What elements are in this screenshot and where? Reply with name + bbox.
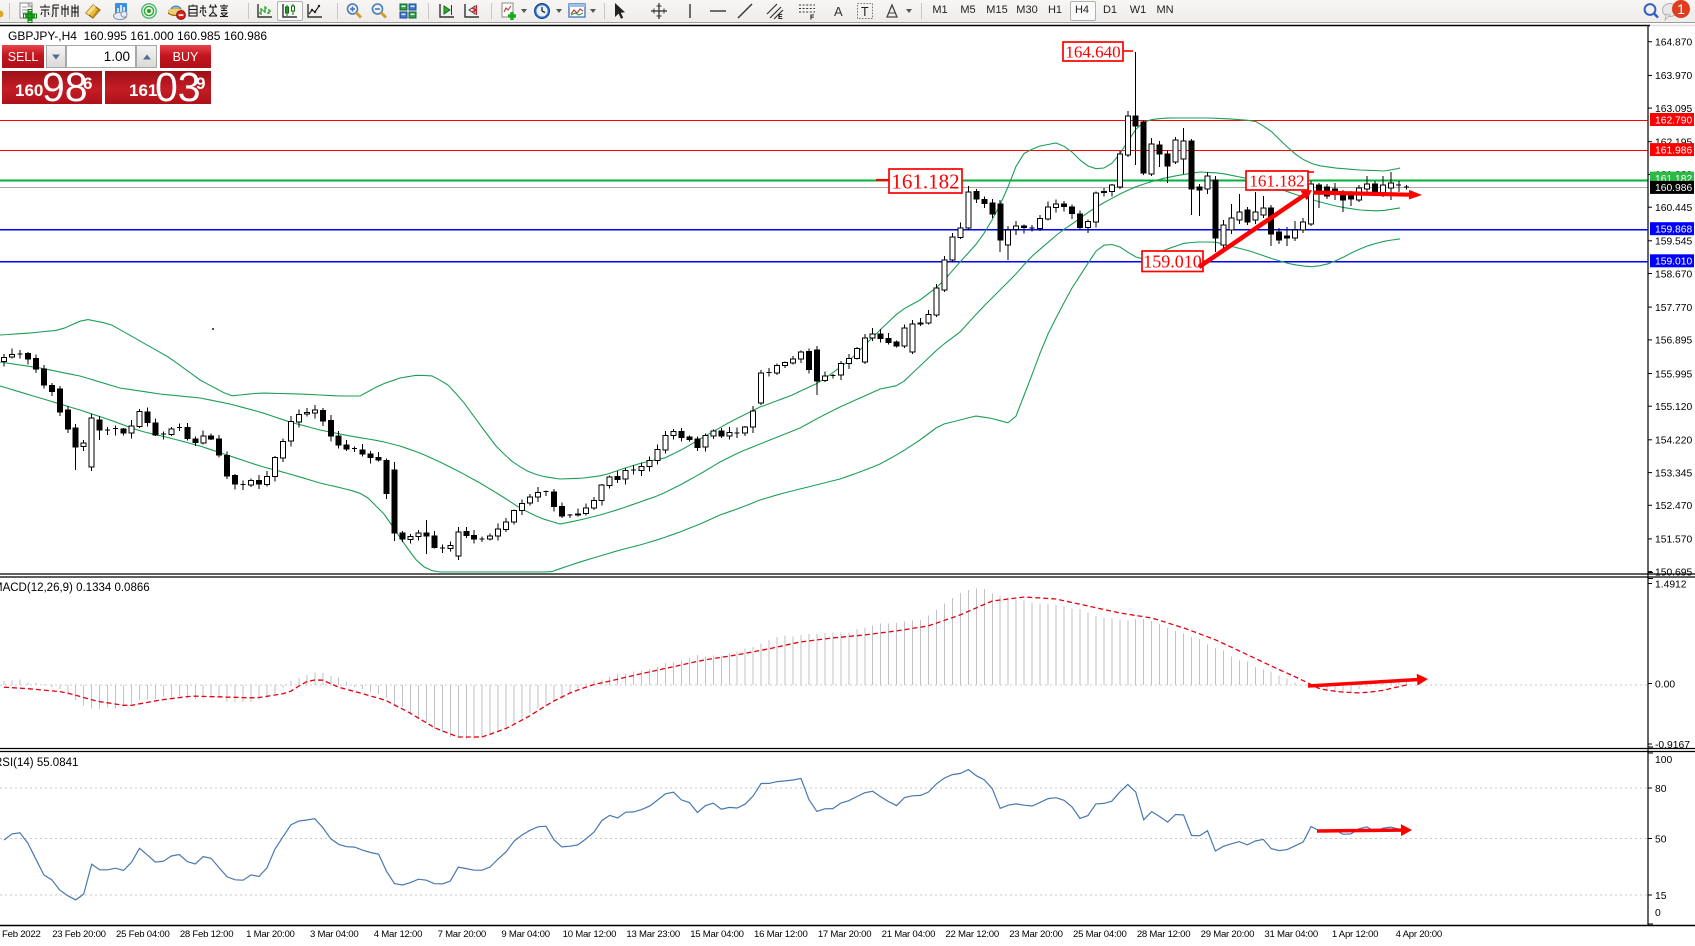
svg-text:31 Mar 04:00: 31 Mar 04:00 bbox=[1264, 929, 1318, 940]
svg-text:50: 50 bbox=[1655, 835, 1667, 846]
svg-text:1: 1 bbox=[1677, 1, 1685, 17]
svg-text:161.182: 161.182 bbox=[1655, 174, 1692, 185]
svg-text:1.4912: 1.4912 bbox=[1655, 580, 1687, 591]
svg-text:1 Apr 12:00: 1 Apr 12:00 bbox=[1332, 929, 1378, 940]
svg-text:MACD(12,26,9) 0.1334 0.0866: MACD(12,26,9) 0.1334 0.0866 bbox=[0, 582, 150, 594]
svg-text:156.895: 156.895 bbox=[1655, 336, 1692, 347]
svg-text:159.868: 159.868 bbox=[1655, 225, 1692, 236]
svg-text:15 Mar 04:00: 15 Mar 04:00 bbox=[690, 929, 744, 940]
svg-text:100: 100 bbox=[1655, 755, 1672, 766]
svg-text:160.986: 160.986 bbox=[1655, 183, 1692, 194]
svg-text:15: 15 bbox=[1655, 891, 1667, 902]
svg-text:E: E bbox=[778, 14, 783, 21]
svg-text:1 Mar 20:00: 1 Mar 20:00 bbox=[246, 929, 294, 940]
svg-text:T: T bbox=[861, 5, 869, 19]
svg-text:25 Mar 04:00: 25 Mar 04:00 bbox=[1073, 929, 1127, 940]
svg-text:4 Apr 20:00: 4 Apr 20:00 bbox=[1396, 929, 1442, 940]
svg-text:164.640: 164.640 bbox=[1065, 43, 1120, 62]
svg-text:Feb 2022: Feb 2022 bbox=[2, 929, 41, 940]
svg-text:163.970: 163.970 bbox=[1655, 71, 1692, 82]
svg-text:159.010: 159.010 bbox=[1655, 257, 1692, 268]
svg-text:28 Feb 12:00: 28 Feb 12:00 bbox=[180, 929, 234, 940]
svg-text:4 Mar 12:00: 4 Mar 12:00 bbox=[374, 929, 422, 940]
svg-text:21 Mar 04:00: 21 Mar 04:00 bbox=[882, 929, 936, 940]
svg-text:162.790: 162.790 bbox=[1655, 115, 1692, 126]
svg-text:161.182: 161.182 bbox=[891, 169, 959, 193]
svg-text:13 Mar 23:00: 13 Mar 23:00 bbox=[626, 929, 680, 940]
svg-text:25 Feb 04:00: 25 Feb 04:00 bbox=[116, 929, 170, 940]
svg-text:153.345: 153.345 bbox=[1655, 468, 1692, 479]
svg-text:155.995: 155.995 bbox=[1655, 369, 1692, 380]
svg-text:29 Mar 20:00: 29 Mar 20:00 bbox=[1201, 929, 1255, 940]
svg-text:80: 80 bbox=[1655, 784, 1667, 795]
svg-text:164.870: 164.870 bbox=[1655, 38, 1692, 49]
svg-text:23 Mar 20:00: 23 Mar 20:00 bbox=[1009, 929, 1063, 940]
svg-text:160.445: 160.445 bbox=[1655, 203, 1692, 214]
svg-text:155.120: 155.120 bbox=[1655, 402, 1692, 413]
svg-text:161.182: 161.182 bbox=[1249, 171, 1304, 190]
svg-text:159.010: 159.010 bbox=[1143, 252, 1202, 272]
svg-text:28 Mar 12:00: 28 Mar 12:00 bbox=[1137, 929, 1191, 940]
svg-text:10 Mar 12:00: 10 Mar 12:00 bbox=[563, 929, 617, 940]
svg-text:161.986: 161.986 bbox=[1655, 145, 1692, 156]
svg-text:159.545: 159.545 bbox=[1655, 237, 1692, 248]
svg-text:A: A bbox=[834, 4, 843, 19]
svg-text:3 Mar 04:00: 3 Mar 04:00 bbox=[310, 929, 358, 940]
svg-text:9 Mar 04:00: 9 Mar 04:00 bbox=[501, 929, 549, 940]
svg-text:17 Mar 20:00: 17 Mar 20:00 bbox=[818, 929, 872, 940]
svg-text:0: 0 bbox=[1655, 908, 1661, 919]
svg-text:163.095: 163.095 bbox=[1655, 104, 1692, 115]
svg-text:162.195: 162.195 bbox=[1655, 138, 1692, 149]
svg-text:16 Mar 12:00: 16 Mar 12:00 bbox=[754, 929, 808, 940]
svg-text:7 Mar 20:00: 7 Mar 20:00 bbox=[438, 929, 486, 940]
svg-text:0.00: 0.00 bbox=[1655, 680, 1675, 691]
svg-text:151.570: 151.570 bbox=[1655, 535, 1692, 546]
svg-text:158.670: 158.670 bbox=[1655, 269, 1692, 280]
svg-text:154.220: 154.220 bbox=[1655, 436, 1692, 447]
svg-text:23 Feb 20:00: 23 Feb 20:00 bbox=[52, 929, 106, 940]
svg-text:22 Mar 12:00: 22 Mar 12:00 bbox=[945, 929, 999, 940]
svg-text:152.470: 152.470 bbox=[1655, 501, 1692, 512]
svg-text:150.695: 150.695 bbox=[1655, 567, 1692, 578]
svg-text:RSI(14) 55.0841: RSI(14) 55.0841 bbox=[0, 757, 78, 769]
svg-text:157.770: 157.770 bbox=[1655, 303, 1692, 314]
svg-text:F: F bbox=[810, 15, 815, 22]
svg-text:-0.9167: -0.9167 bbox=[1655, 740, 1690, 751]
